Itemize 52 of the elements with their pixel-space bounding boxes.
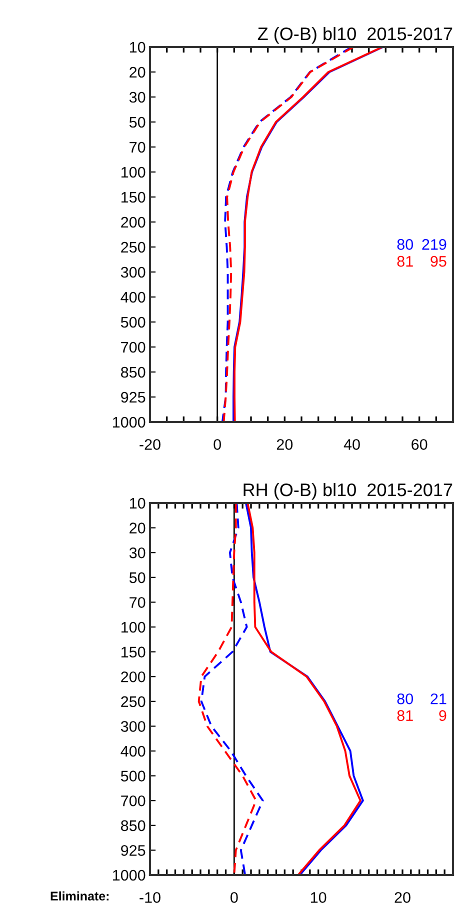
x-tick-label: 60 bbox=[412, 439, 428, 450]
chart-title: RH (O-B) bl10 2015-2017 bbox=[244, 482, 452, 500]
text: Eliminate: bbox=[50, 891, 109, 901]
y-tick-label: 925 bbox=[121, 392, 146, 403]
x-tick-label: 20 bbox=[394, 892, 410, 903]
y-tick-label: 1000 bbox=[113, 416, 146, 428]
annotation: 80 bbox=[397, 239, 414, 250]
y-tick-label: 300 bbox=[120, 266, 146, 278]
y-tick-label: 250 bbox=[121, 696, 146, 708]
y-tick-label: 70 bbox=[130, 597, 146, 608]
annotation: 80 bbox=[397, 693, 414, 704]
x-tick-label: 0 bbox=[230, 892, 238, 903]
y-tick-label: 400 bbox=[120, 292, 146, 303]
y-tick-label: 1000 bbox=[113, 870, 146, 881]
annotation: 21 bbox=[430, 693, 446, 704]
y-tick-label: 100 bbox=[122, 622, 146, 633]
y-tick-label: 850 bbox=[121, 366, 146, 378]
y-tick-label: 10 bbox=[130, 42, 146, 53]
annotation: 219 bbox=[422, 239, 446, 250]
x-tick-label: 10 bbox=[311, 892, 326, 903]
x-tick-label: -20 bbox=[140, 439, 160, 450]
y-tick-label: 100 bbox=[122, 166, 146, 178]
y-tick-label: 200 bbox=[121, 216, 146, 228]
annotation: 9 bbox=[439, 710, 446, 721]
annotation: 95 bbox=[430, 256, 446, 267]
y-tick-label: 10 bbox=[130, 498, 146, 509]
y-tick-label: 150 bbox=[122, 646, 146, 658]
y-tick-label: 20 bbox=[130, 522, 146, 534]
x-tick-label: 20 bbox=[276, 439, 293, 450]
y-tick-label: 500 bbox=[120, 770, 146, 782]
chart-title: Z (O-B) bl10 2015-2017 bbox=[258, 26, 452, 44]
y-tick-label: 30 bbox=[129, 547, 146, 558]
y-tick-label: 700 bbox=[121, 795, 146, 806]
y-tick-label: 400 bbox=[120, 746, 146, 757]
y-tick-label: 70 bbox=[130, 142, 146, 153]
annotation: 81 bbox=[397, 710, 413, 721]
y-tick-label: 300 bbox=[120, 721, 146, 732]
x-tick-label: 0 bbox=[214, 439, 221, 450]
y-tick-label: 925 bbox=[121, 845, 146, 856]
y-tick-label: 250 bbox=[121, 242, 146, 253]
y-tick-label: 500 bbox=[120, 316, 146, 328]
y-tick-label: 20 bbox=[130, 66, 146, 78]
annotation: 81 bbox=[397, 256, 413, 267]
y-tick-label: 30 bbox=[129, 92, 146, 103]
x-tick-label: 40 bbox=[344, 439, 360, 450]
y-tick-label: 50 bbox=[129, 572, 146, 584]
y-tick-label: 150 bbox=[122, 192, 146, 203]
x-tick-label: -10 bbox=[140, 892, 160, 903]
y-tick-label: 850 bbox=[121, 820, 146, 832]
y-tick-label: 700 bbox=[121, 342, 146, 353]
y-tick-label: 200 bbox=[121, 671, 146, 682]
y-tick-label: 50 bbox=[129, 116, 146, 128]
